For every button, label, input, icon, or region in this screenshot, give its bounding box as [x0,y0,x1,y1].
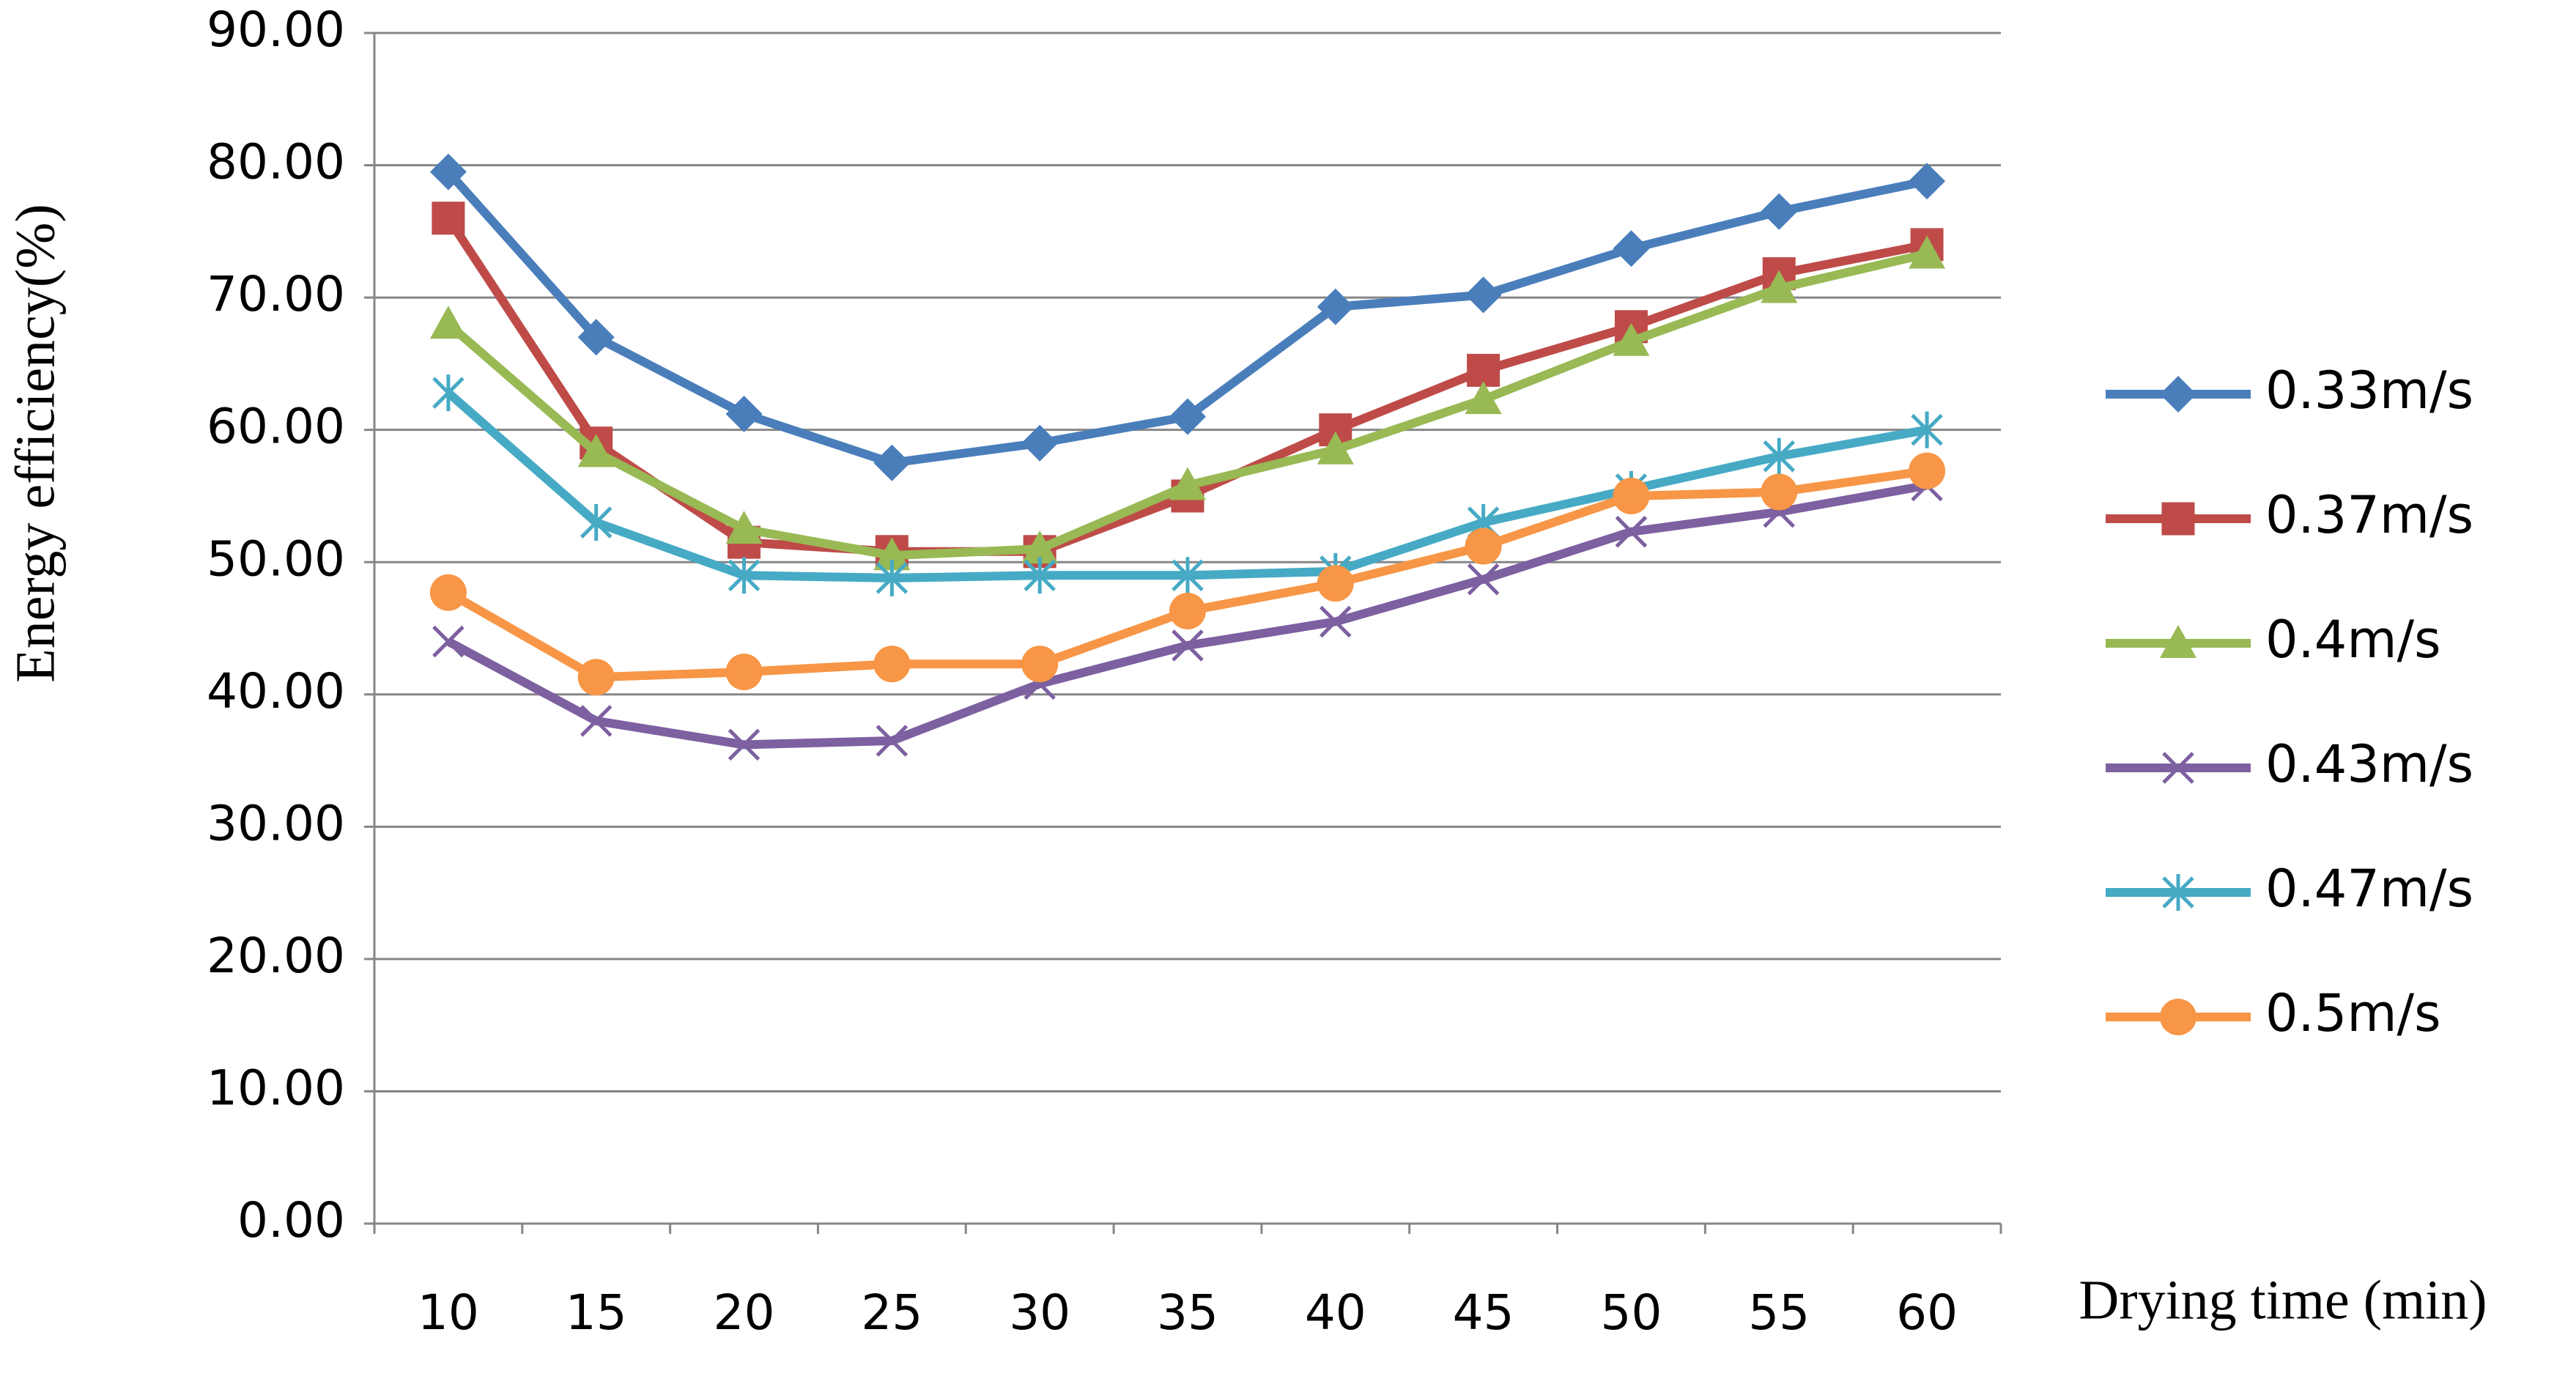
marker [1021,424,1059,462]
marker [876,559,908,596]
marker [1317,288,1354,325]
marker [1613,477,1650,514]
x-tick-label: 35 [1157,1284,1218,1341]
marker [1172,557,1204,594]
marker [1320,605,1352,638]
marker [1761,193,1798,230]
series [432,201,1944,569]
marker [1467,563,1500,596]
marker [432,201,465,235]
marker [1169,467,1206,500]
marker [725,654,763,691]
marker [429,153,467,191]
series [429,235,1946,571]
legend-label: 0.47m/s [2265,859,2473,919]
marker [1613,322,1650,356]
marker [873,537,911,571]
marker [577,434,615,467]
legend-marker [2161,502,2195,536]
x-axis-label: Drying time (min) [2079,1269,2487,1331]
x-tick-label: 50 [1600,1284,1662,1341]
legend-marker [2162,752,2194,784]
legend-marker [2162,874,2194,911]
marker [1613,230,1650,267]
marker [1465,528,1502,565]
x-tick-label: 25 [861,1284,922,1341]
marker [1317,565,1354,602]
marker [1909,163,1946,200]
marker [1172,629,1204,662]
marker [577,319,615,356]
marker [429,306,467,339]
x-tick-label: 60 [1896,1284,1958,1341]
x-tick-label: 45 [1453,1284,1514,1341]
x-tick-label: 55 [1748,1284,1810,1341]
marker [429,574,467,611]
legend-marker [2160,376,2196,413]
y-tick-label: 20.00 [207,928,345,984]
marker [1021,530,1059,564]
legend-marker [2160,625,2196,658]
legend-marker [2160,999,2196,1035]
marker [1909,452,1946,489]
marker [1021,646,1059,683]
marker [1317,431,1354,465]
y-tick-label: 80.00 [207,134,345,191]
marker [1615,515,1648,548]
marker [1761,473,1798,511]
marker [873,444,911,481]
y-axis-label: Energy efficiency(%) [4,204,66,682]
marker [580,504,612,541]
x-tick-label: 15 [566,1284,627,1341]
legend-label: 0.4m/s [2265,610,2441,670]
marker [577,659,615,696]
marker [1763,437,1796,475]
marker [725,511,763,544]
series [429,153,1946,481]
marker [876,725,908,757]
series [429,452,1946,696]
marker [725,396,763,432]
marker [1465,381,1502,415]
x-tick-label: 20 [714,1284,775,1341]
y-tick-label: 0.00 [237,1192,345,1249]
y-tick-label: 40.00 [207,663,345,720]
y-tick-label: 30.00 [207,795,345,851]
marker [1024,557,1056,594]
marker [1465,276,1502,314]
y-tick-label: 90.00 [207,1,345,58]
marker [1911,411,1943,448]
legend-label: 0.43m/s [2265,734,2473,794]
marker [728,728,760,761]
y-tick-label: 70.00 [207,266,345,322]
marker [1761,270,1798,303]
legend-label: 0.5m/s [2265,983,2441,1043]
x-tick-label: 10 [418,1284,479,1341]
x-tick-label: 30 [1009,1284,1070,1341]
marker [1909,235,1946,269]
marker [1169,398,1206,435]
series [432,374,1943,596]
marker [432,625,465,658]
marker [1169,593,1206,630]
legend-label: 0.33m/s [2265,360,2473,421]
marker [873,646,911,683]
marker [728,557,760,594]
y-tick-label: 10.00 [207,1060,345,1117]
marker [580,705,612,737]
legend-label: 0.37m/s [2265,485,2473,545]
x-tick-label: 40 [1305,1284,1366,1341]
y-tick-label: 50.00 [207,530,345,587]
marker [432,374,465,412]
y-tick-label: 60.00 [207,399,345,455]
